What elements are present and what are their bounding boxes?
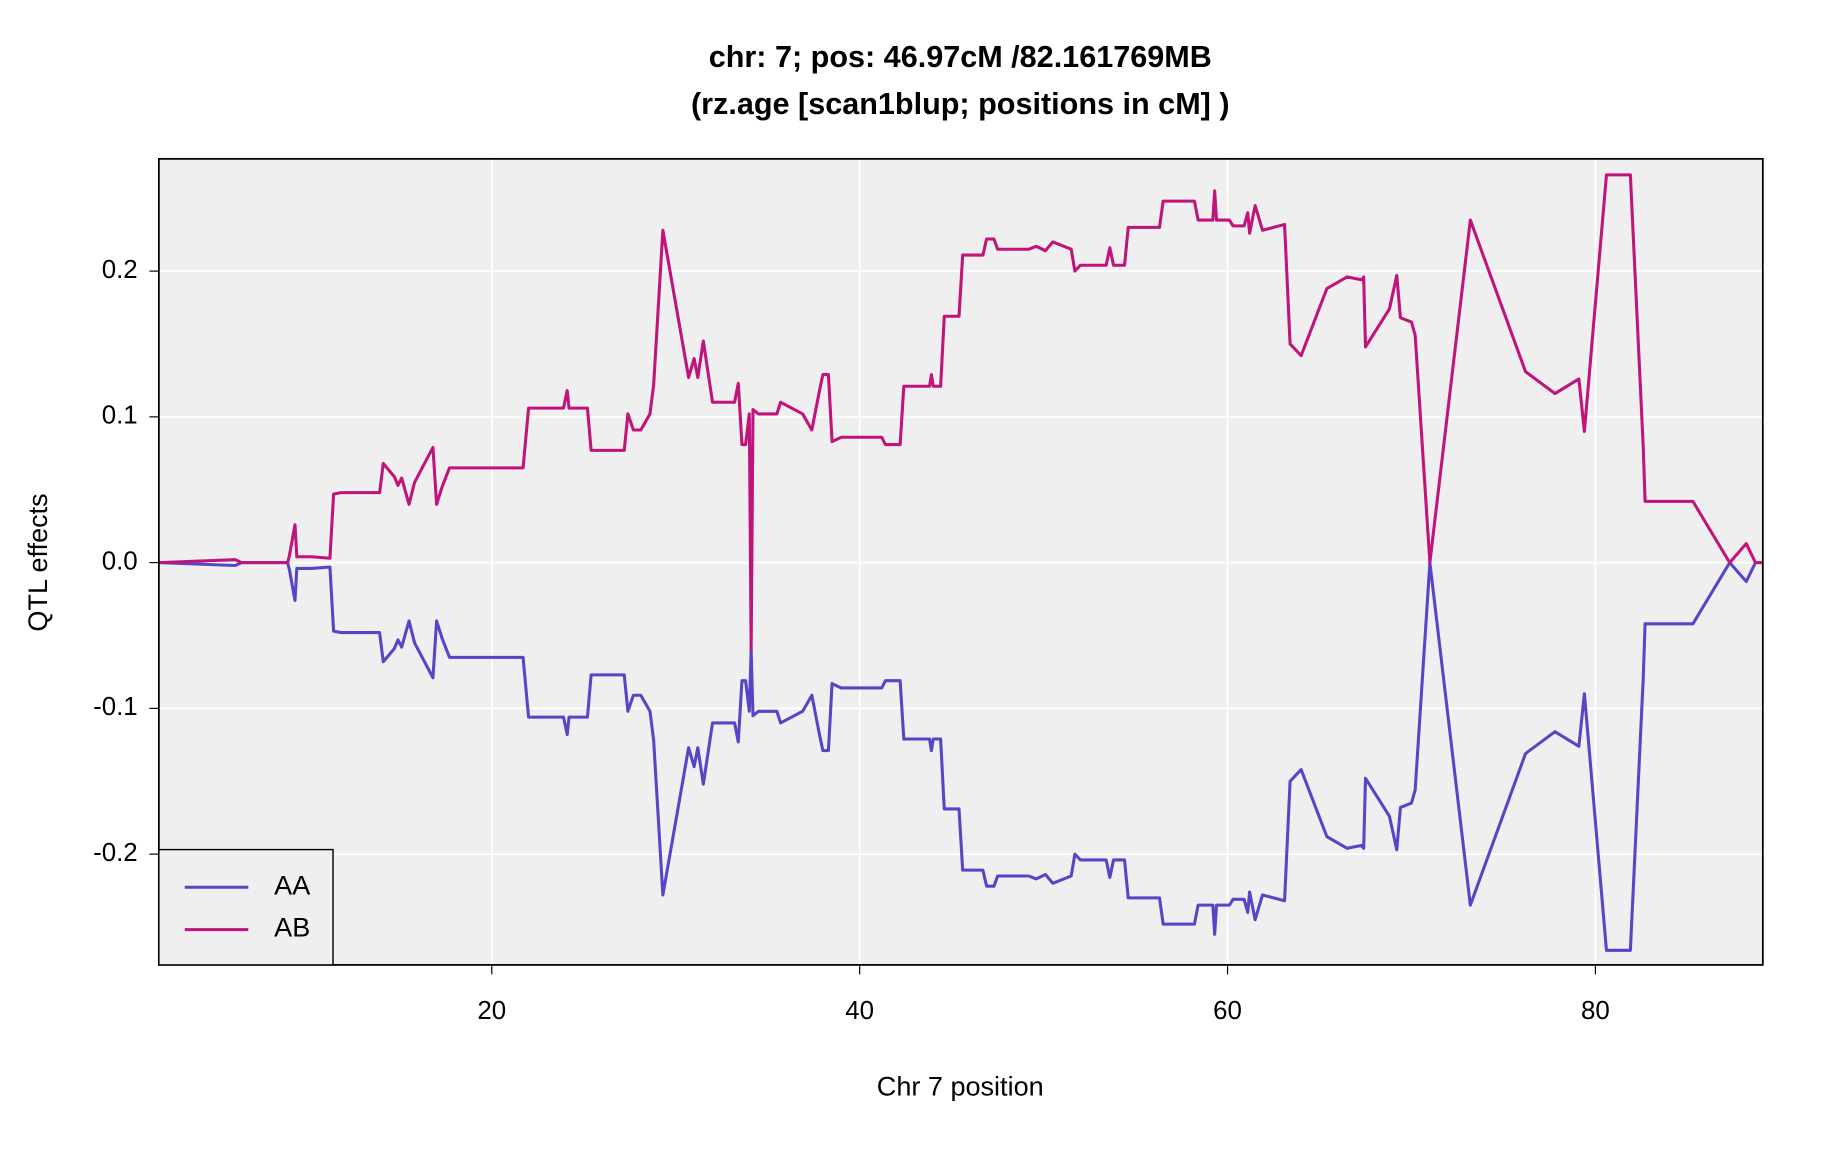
legend-label: AB xyxy=(274,913,310,943)
y-tick-label: -0.2 xyxy=(93,839,138,867)
y-axis-label: QTL effects xyxy=(23,493,53,631)
axes: 20 40 60 80 -0.2 -0.1 0.0 0.1 0.2 xyxy=(93,256,1610,1025)
legend-label: AA xyxy=(274,870,310,900)
grid xyxy=(158,158,1763,965)
x-tick-label: 20 xyxy=(477,997,506,1025)
x-tick-label: 60 xyxy=(1213,997,1242,1025)
y-tick-label: 0.0 xyxy=(102,547,138,575)
lines xyxy=(158,173,1763,952)
y-tick-label: -0.1 xyxy=(93,693,138,721)
series-line xyxy=(158,173,1763,652)
y-tick-label: 0.1 xyxy=(102,402,138,430)
series-line xyxy=(158,561,1763,952)
x-tick-label: 80 xyxy=(1581,997,1610,1025)
legend-box xyxy=(158,848,334,966)
plot-frame xyxy=(157,157,1764,966)
chart-subtitle: (rz.age [scan1blup; positions in cM] ) xyxy=(691,87,1230,121)
x-axis-label: Chr 7 position xyxy=(877,1072,1044,1102)
chart-title: chr: 7; pos: 46.97cM /82.161769MB xyxy=(709,40,1212,74)
legend: AA AB xyxy=(158,848,334,966)
y-tick-label: 0.2 xyxy=(102,256,138,284)
x-tick-label: 40 xyxy=(845,997,874,1025)
